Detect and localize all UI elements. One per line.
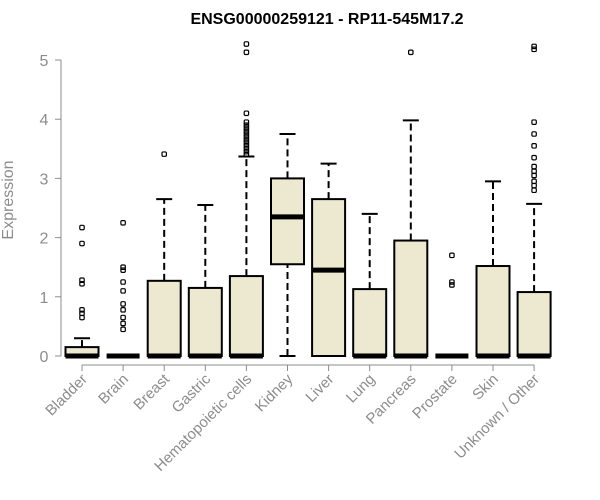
x-tick-label: Liver: [302, 371, 337, 406]
outlier-point: [120, 307, 126, 313]
outlier-point: [79, 307, 85, 313]
y-tick-label: 3: [40, 171, 49, 188]
box-body: [228, 275, 264, 357]
y-axis-ticks: 0 1 2 3 4 5: [40, 53, 61, 366]
outlier-point: [120, 314, 126, 321]
outlier-point: [531, 131, 537, 137]
outlier-point: [243, 134, 250, 140]
box-1: [106, 220, 140, 359]
outlier-point: [243, 148, 250, 155]
box-8: [393, 49, 429, 359]
y-tick-label: 4: [40, 112, 49, 129]
box-4: [228, 41, 264, 359]
outlier-point: [79, 310, 85, 317]
x-tick-label: Breast: [130, 370, 173, 413]
outlier-point: [79, 277, 85, 284]
outlier-point: [161, 151, 168, 157]
outlier-point: [120, 267, 126, 273]
box-10: [475, 180, 511, 359]
outlier-point: [243, 41, 250, 47]
box-body: [270, 177, 305, 266]
outlier-point: [79, 224, 85, 231]
outlier-point: [449, 252, 455, 259]
box-6: [311, 162, 347, 357]
outlier-point: [243, 131, 250, 137]
outlier-point: [243, 128, 250, 134]
box-body: [311, 198, 347, 357]
y-tick-label: 5: [40, 53, 49, 70]
outlier-point: [243, 49, 250, 56]
y-tick-label: 2: [40, 231, 49, 248]
outlier-point: [449, 279, 455, 285]
box-5: [270, 133, 305, 357]
box-series: [64, 41, 552, 359]
outlier-point: [531, 154, 537, 161]
outlier-point: [120, 288, 126, 294]
x-tick-label: Bladder: [42, 371, 91, 420]
box-body: [146, 279, 182, 358]
x-tick-label: Prostate: [409, 371, 461, 423]
box-2: [146, 151, 182, 359]
outlier-point: [120, 264, 126, 271]
box-body: [352, 288, 388, 358]
y-tick-label: 0: [40, 349, 49, 366]
outlier-point: [243, 137, 250, 143]
outlier-point: [531, 143, 537, 149]
outlier-point: [449, 282, 455, 288]
outlier-point: [408, 49, 414, 56]
outlier-point: [79, 240, 85, 247]
outlier-point: [120, 279, 126, 285]
outlier-point: [120, 326, 126, 333]
outlier-point: [531, 46, 537, 53]
outlier-point: [120, 301, 126, 307]
box-body: [516, 291, 552, 357]
box-body: [393, 239, 429, 357]
outlier-point: [531, 43, 537, 50]
box-3: [187, 204, 223, 359]
x-tick-label: Brain: [95, 371, 132, 408]
box-9: [435, 252, 469, 359]
outlier-point: [531, 178, 537, 185]
box-body: [475, 265, 511, 357]
outlier-point: [243, 119, 250, 125]
box-body: [187, 286, 223, 358]
outlier-point: [243, 143, 250, 149]
outlier-point: [79, 280, 85, 287]
outlier-point: [243, 122, 250, 128]
chart-title: ENSG00000259121 - RP11-545M17.2: [190, 11, 463, 28]
x-tick-label: Kidney: [252, 370, 297, 415]
outlier-point: [120, 320, 126, 327]
outlier-point: [531, 119, 537, 125]
outlier-point: [243, 140, 250, 146]
outlier-point: [243, 146, 250, 152]
box-11: [516, 43, 552, 359]
outlier-point: [531, 163, 537, 170]
outlier-point: [243, 151, 250, 158]
x-tick-label: Lung: [343, 371, 379, 407]
y-tick-label: 1: [40, 290, 49, 307]
outlier-point: [531, 187, 537, 194]
outlier-point: [243, 110, 250, 117]
box-7: [352, 212, 388, 359]
y-axis-label: Expression: [0, 160, 17, 239]
x-tick-label: Skin: [469, 371, 502, 404]
outlier-point: [120, 220, 126, 226]
box-0: [64, 224, 100, 359]
outlier-point: [243, 125, 250, 131]
